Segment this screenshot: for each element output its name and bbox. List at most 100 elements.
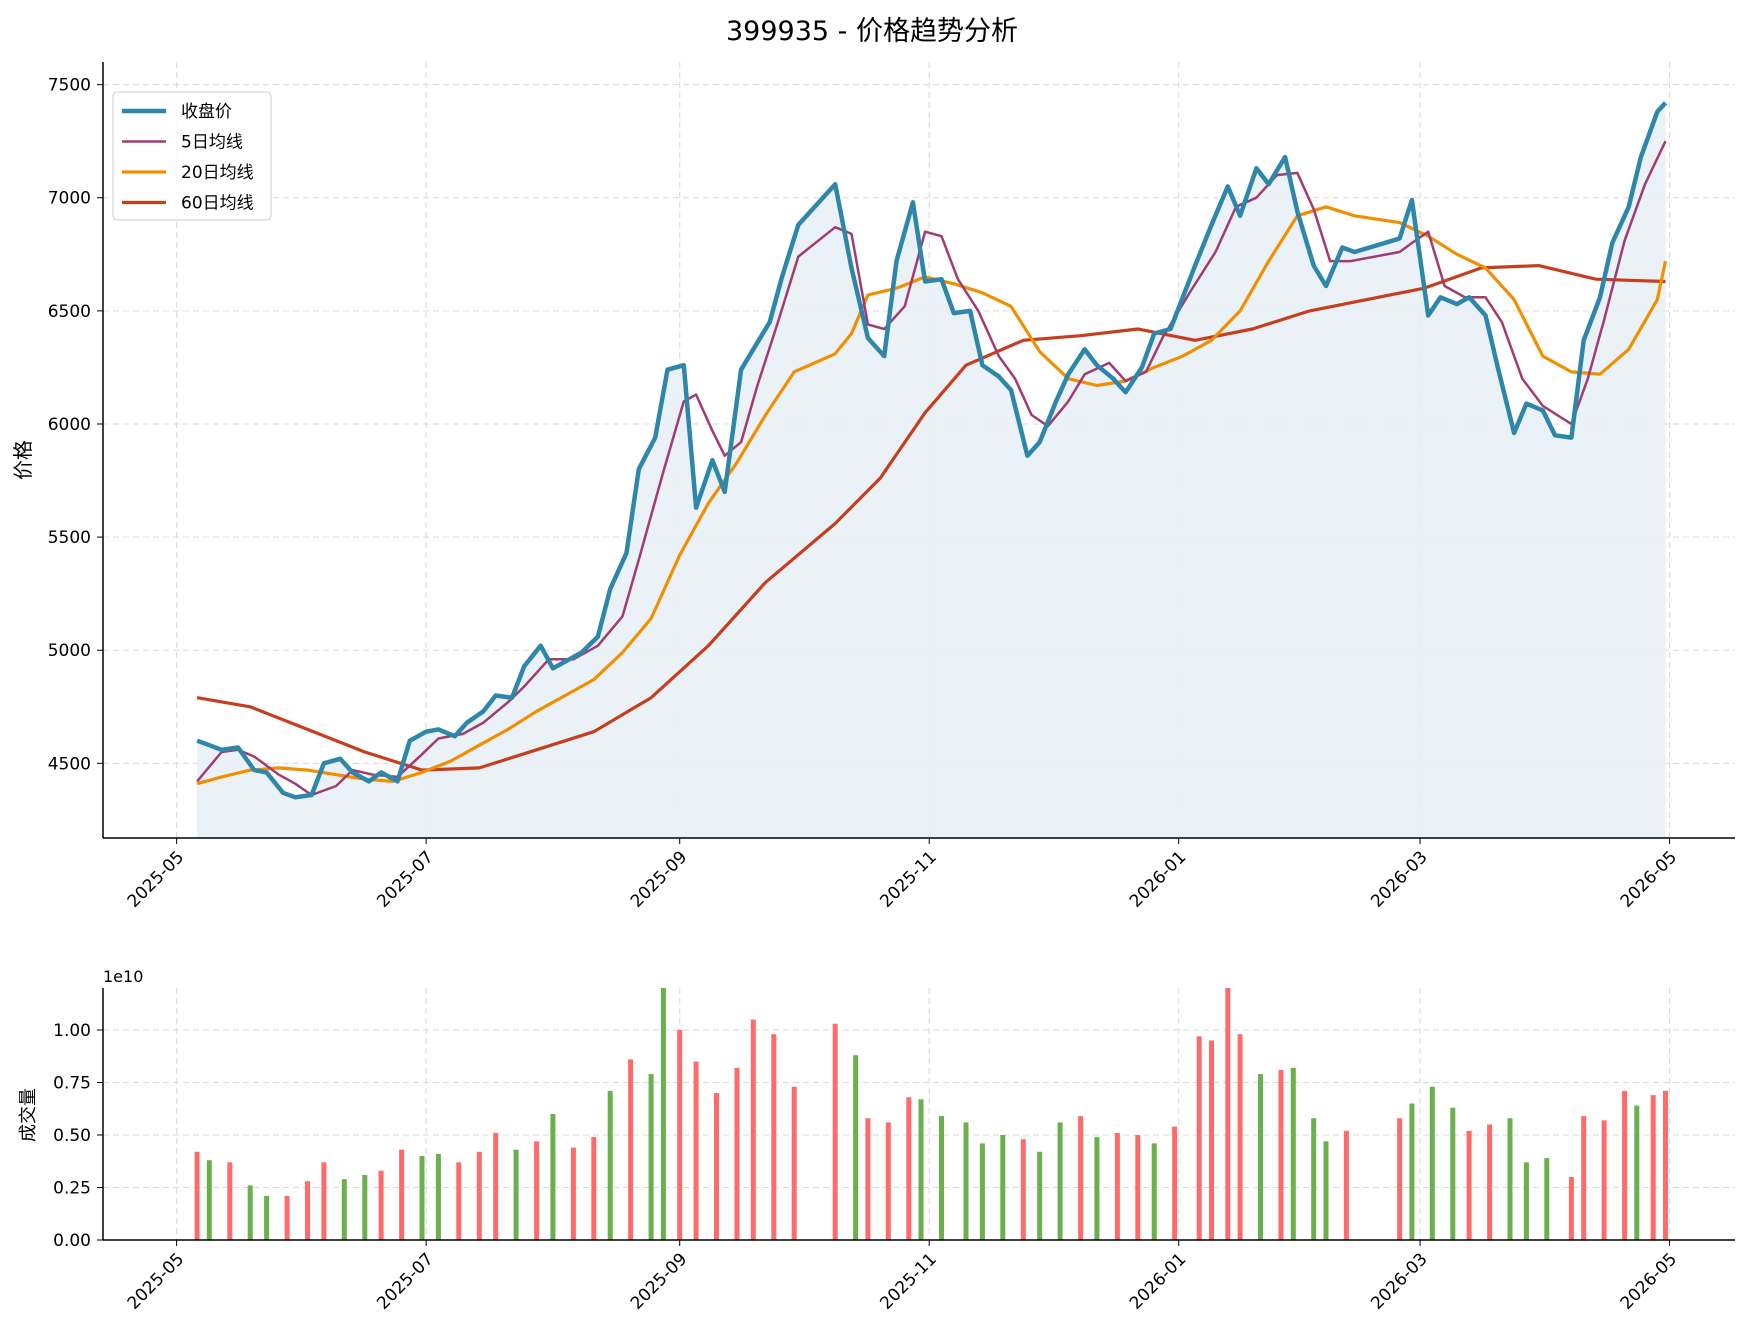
series-line-ma60 [196, 264, 1666, 772]
price-x-tick-label: 2026-03 [1367, 847, 1431, 911]
volume-bar [362, 1174, 368, 1240]
chart-title: 399935 - 价格趋势分析 [726, 16, 1018, 47]
volume-bar [534, 1141, 540, 1240]
close-area-fill [197, 102, 1666, 838]
volume-bar [853, 1055, 859, 1240]
volume-bar [1135, 1135, 1141, 1240]
price-x-tick-label: 2026-01 [1126, 847, 1190, 911]
volume-bar [321, 1162, 327, 1240]
volume-bar [1429, 1086, 1435, 1240]
volume-bar [1057, 1122, 1063, 1240]
volume-bar [227, 1162, 233, 1240]
volume-bar [979, 1143, 985, 1240]
volume-bar [1397, 1118, 1403, 1240]
volume-x-tick-label: 2025-07 [373, 1249, 437, 1313]
volume-bar [1634, 1105, 1640, 1240]
volume-bar [1523, 1162, 1529, 1240]
volume-x-tick-label: 2025-11 [876, 1249, 940, 1313]
volume-bar [476, 1151, 482, 1240]
volume-bar [1466, 1130, 1472, 1240]
volume-bar [714, 1093, 719, 1240]
volume-bar [1278, 1069, 1284, 1240]
legend: 收盘价 5日均线 20日均线 60日均线 [112, 91, 272, 221]
volume-bar [194, 1151, 200, 1240]
volume-bar [456, 1162, 462, 1240]
volume-bar [963, 1122, 969, 1240]
volume-y-axis-label: 成交量 [18, 1088, 39, 1142]
volume-bar [1078, 1116, 1084, 1240]
volume-bar [206, 1160, 212, 1240]
volume-bar [750, 1019, 756, 1240]
volume-bar [570, 1147, 576, 1240]
series-line-ma5 [196, 140, 1667, 797]
volume-bar [1323, 1141, 1329, 1240]
volume-bar [865, 1118, 871, 1240]
volume-bar [1622, 1090, 1628, 1240]
volume-bar [264, 1195, 270, 1240]
volume-bar [693, 1061, 699, 1240]
price-y-tick-label: 5500 [48, 528, 91, 548]
legend-label-ma60: 60日均线 [181, 194, 254, 214]
volume-bar [918, 1099, 924, 1240]
volume-bar [341, 1179, 347, 1240]
volume-y-tick-label: 0.00 [53, 1231, 91, 1251]
volume-bar [550, 1114, 556, 1240]
volume-bar [1037, 1151, 1043, 1240]
volume-bar [1343, 1130, 1349, 1240]
volume-bar [1544, 1158, 1550, 1240]
volume-bars [194, 988, 1668, 1240]
price-y-tick-label: 7000 [48, 189, 91, 209]
volume-bar [1568, 1177, 1574, 1240]
volume-bar [906, 1097, 912, 1240]
price-x-tick-label: 2025-07 [373, 847, 437, 911]
price-x-tick-label: 2026-05 [1617, 847, 1681, 911]
volume-bar [435, 1153, 441, 1240]
volume-bar [1020, 1139, 1026, 1240]
volume-bar [1209, 1040, 1214, 1240]
volume-bar [247, 1185, 253, 1240]
volume-bar [1151, 1143, 1157, 1240]
price-y-tick-label: 6500 [48, 302, 91, 322]
legend-label-ma20: 20日均线 [181, 163, 254, 183]
volume-x-tick-label: 2026-03 [1367, 1249, 1431, 1313]
legend-label-ma5: 5日均线 [181, 133, 243, 153]
volume-bar [399, 1149, 405, 1240]
volume-bar [1225, 988, 1231, 1240]
volume-bar [660, 988, 666, 1240]
volume-bar [1487, 1124, 1493, 1240]
volume-x-tick-label: 2025-09 [627, 1249, 691, 1313]
volume-bar [1000, 1135, 1006, 1240]
volume-bar [771, 1034, 777, 1240]
volume-bar [1237, 1034, 1243, 1240]
volume-x-tick-label: 2025-05 [124, 1249, 188, 1313]
volume-bar [1258, 1074, 1263, 1240]
volume-bar [1114, 1132, 1120, 1240]
price-y-tick-label: 7500 [48, 76, 91, 96]
price-x-tick-label: 2025-09 [627, 847, 691, 911]
volume-bar [832, 1023, 838, 1240]
volume-bar [734, 1067, 740, 1240]
volume-bar [1663, 1090, 1668, 1240]
price-y-tick-label: 4500 [48, 754, 91, 774]
volume-y-tick-label: 0.25 [53, 1179, 91, 1199]
price-x-tick-label: 2025-05 [124, 847, 188, 911]
volume-x-tick-label: 2026-05 [1617, 1249, 1681, 1313]
legend-label-close: 收盘价 [181, 102, 232, 122]
volume-bar [284, 1195, 290, 1240]
volume-bar [1290, 1067, 1296, 1240]
volume-offset-label: 1e10 [103, 967, 143, 986]
volume-y-tick-label: 0.50 [53, 1126, 91, 1146]
volume-bar [1311, 1118, 1317, 1240]
legend-box [112, 91, 272, 221]
volume-bar [1450, 1107, 1456, 1240]
volume-bar [885, 1122, 891, 1240]
volume-bar [1172, 1126, 1178, 1240]
price-y-axis-label: 价格 [11, 440, 35, 480]
volume-bar [1507, 1118, 1513, 1240]
volume-bar [628, 1059, 634, 1240]
price-y-tick-label: 6000 [48, 415, 91, 435]
volume-bar [1650, 1095, 1656, 1240]
volume-bar [378, 1170, 384, 1240]
volume-bar [791, 1086, 797, 1240]
volume-bar [513, 1149, 519, 1240]
